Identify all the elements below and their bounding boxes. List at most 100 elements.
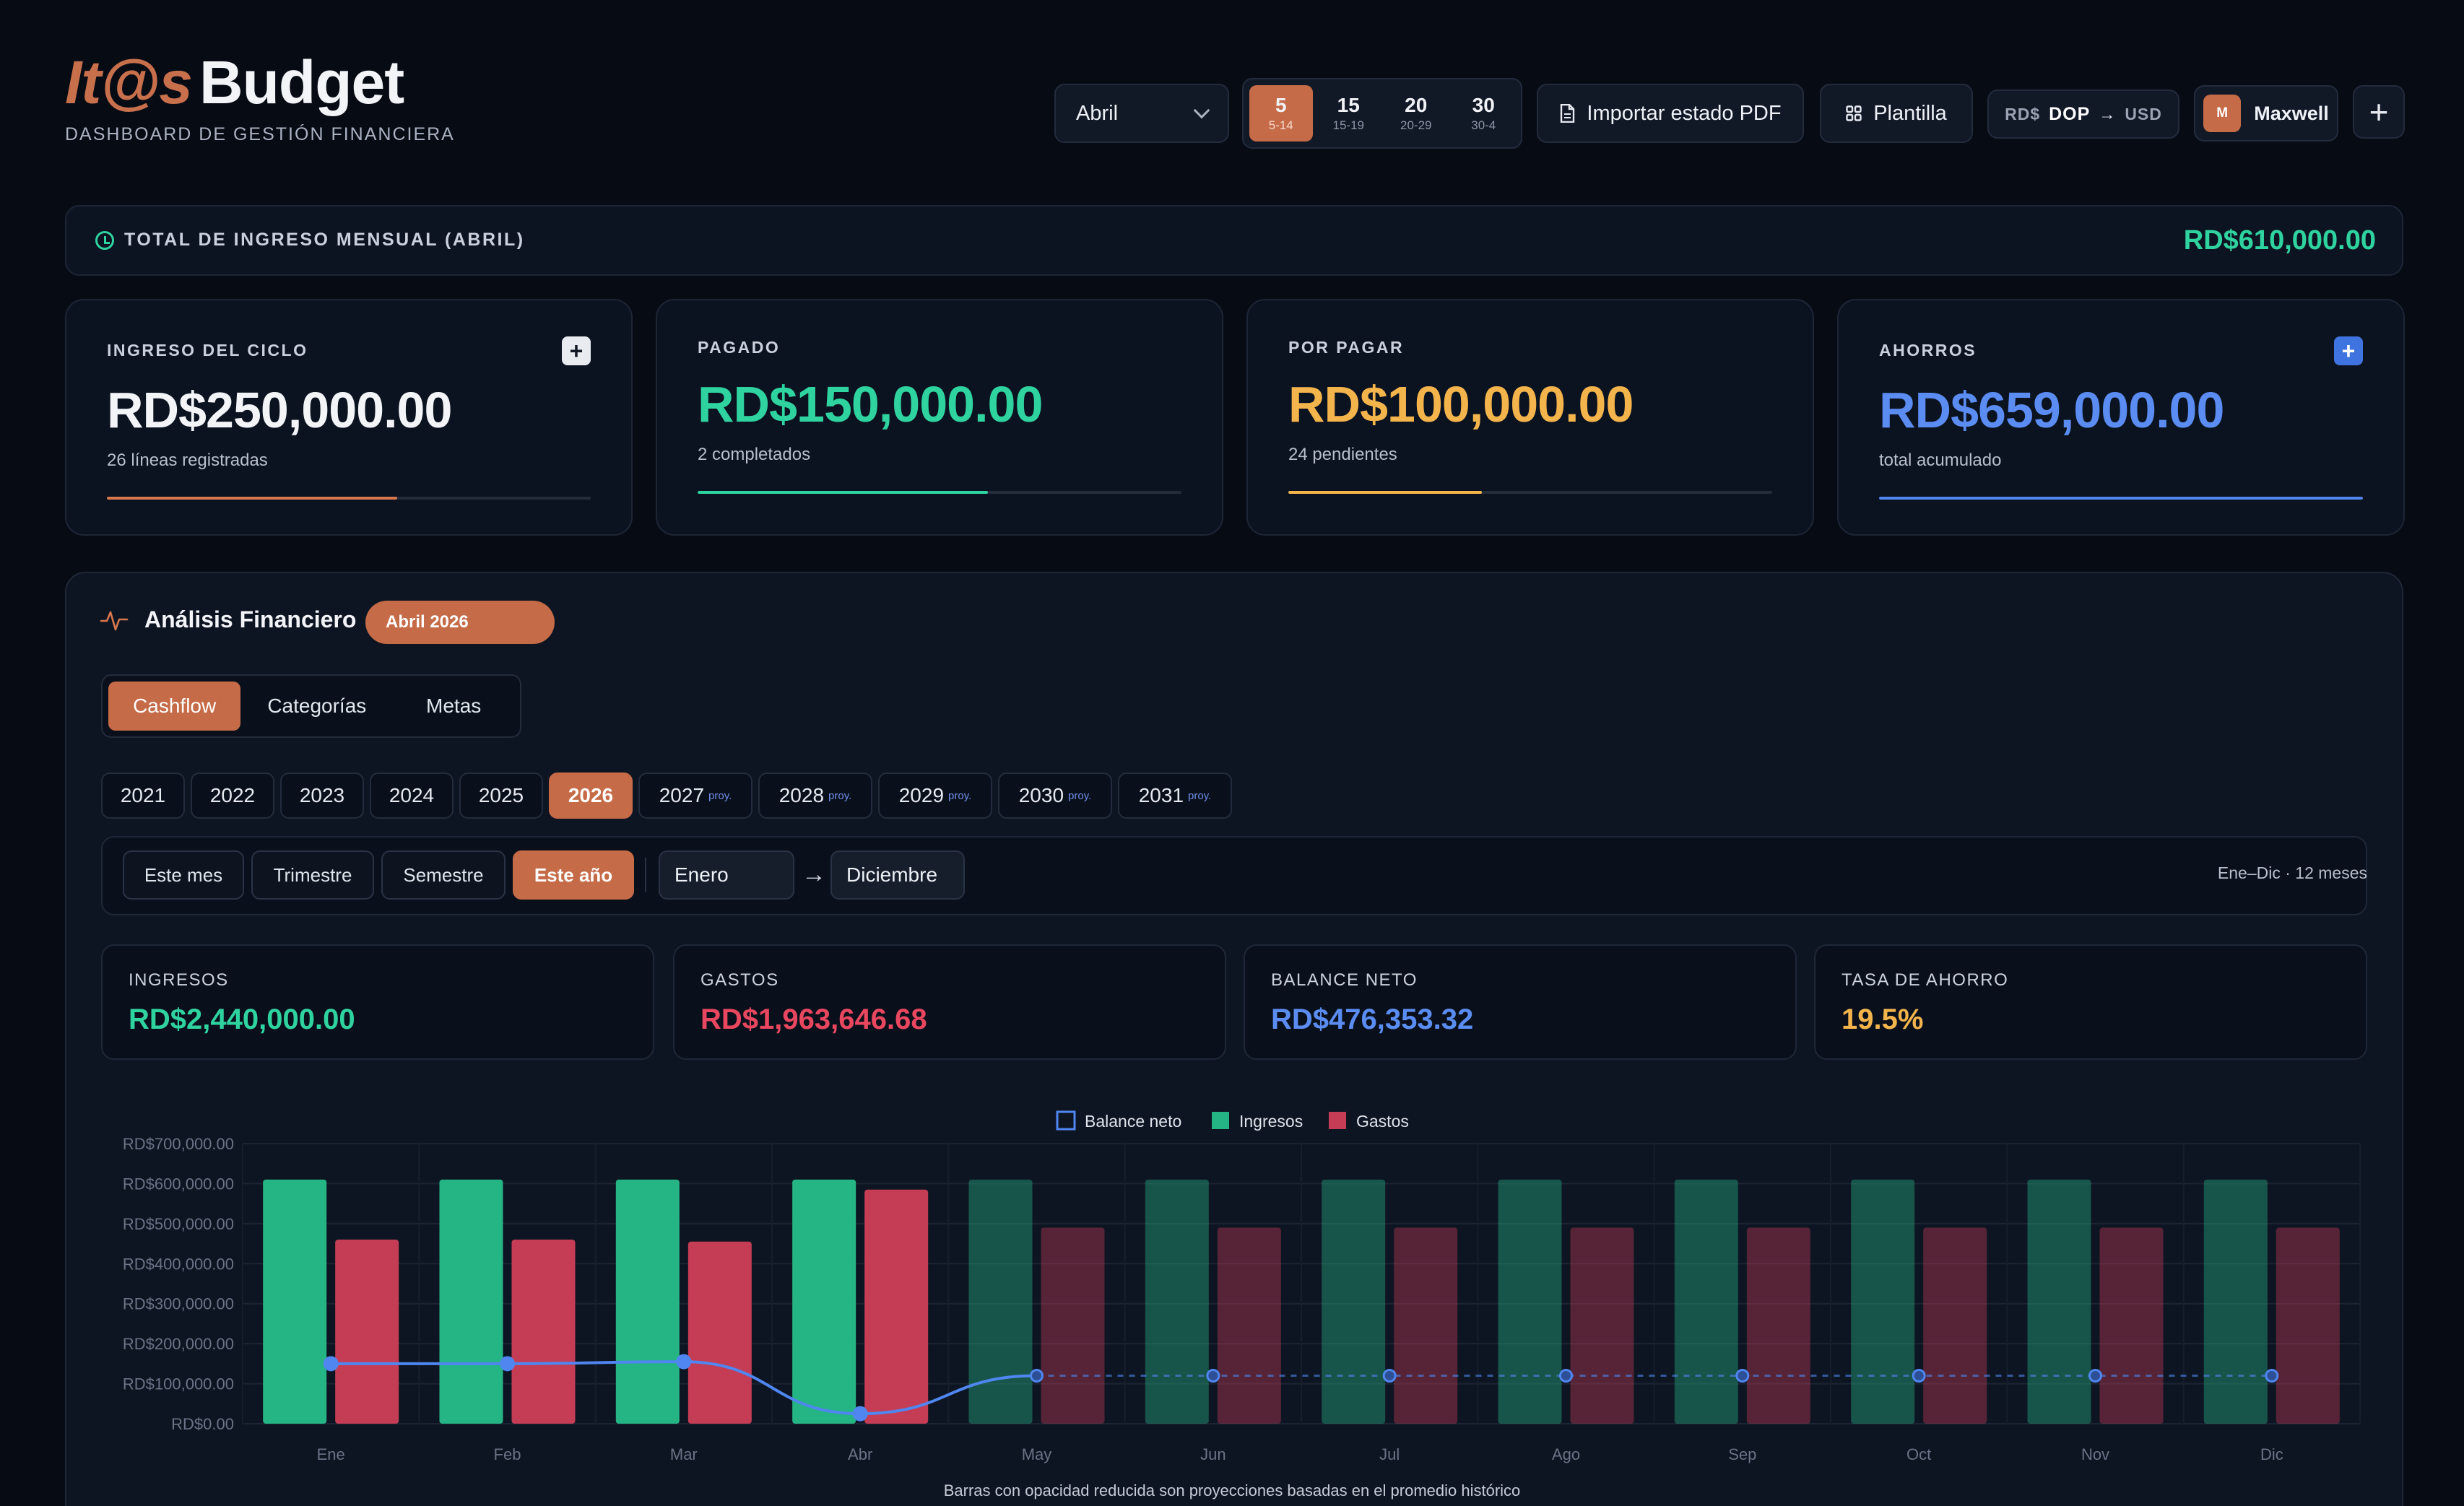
year-option-2021[interactable]: 2021 bbox=[101, 772, 185, 819]
stat-value: RD$659,000.00 bbox=[1879, 382, 2224, 438]
import-pdf-button[interactable]: Importar estado PDF bbox=[1537, 84, 1804, 143]
tab-cashflow[interactable]: Cashflow bbox=[108, 682, 241, 731]
kpi-card-0: INGRESOS RD$2,440,000.00 bbox=[101, 944, 654, 1060]
kpi-value: RD$1,963,646.68 bbox=[700, 1004, 927, 1035]
plus-icon[interactable]: + bbox=[562, 336, 591, 365]
y-tick-label: RD$0.00 bbox=[171, 1415, 234, 1433]
bar-gastos bbox=[1041, 1227, 1105, 1424]
stat-card-cycle-income: INGRESO DEL CICLO RD$250,000.00 26 líneas … bbox=[65, 299, 633, 536]
total-income-value: RD$610,000.00 bbox=[2183, 225, 2376, 256]
year-option-2023[interactable]: 2023 bbox=[280, 772, 364, 819]
bar-ingresos bbox=[1145, 1179, 1209, 1424]
stat-value: RD$150,000.00 bbox=[698, 376, 1043, 432]
bar-ingresos bbox=[1322, 1179, 1386, 1424]
year-label: 2030 bbox=[1018, 784, 1064, 806]
projection-tag: proy. bbox=[708, 789, 732, 802]
balance-point bbox=[1735, 1368, 1750, 1383]
stat-label: POR PAGAR bbox=[1288, 338, 1405, 357]
chevron-down-icon bbox=[1193, 102, 1210, 119]
year-option-2030[interactable]: 2030 proy. bbox=[998, 772, 1112, 819]
bar-ingresos bbox=[968, 1179, 1033, 1424]
year-option-2027[interactable]: 2027 proy. bbox=[638, 772, 752, 819]
bar-gastos bbox=[511, 1240, 576, 1424]
balance-point bbox=[1382, 1368, 1397, 1383]
y-tick-label: RD$600,000.00 bbox=[123, 1175, 234, 1193]
currency-toggle[interactable]: RD$ DOP → USD bbox=[1987, 90, 2179, 139]
bar-gastos bbox=[1570, 1227, 1634, 1424]
arrow-right-icon: → bbox=[2099, 104, 2117, 123]
year-option-2031[interactable]: 2031 proy. bbox=[1118, 772, 1232, 819]
y-tick-label: RD$500,000.00 bbox=[123, 1215, 234, 1233]
filter-1[interactable]: Trimestre bbox=[251, 850, 374, 900]
range-to-select[interactable]: Diciembre bbox=[830, 850, 965, 900]
x-tick-label: Dic bbox=[2260, 1445, 2283, 1463]
template-label: Plantilla bbox=[1873, 101, 1947, 125]
year-selector: 2021 2022 2023 2024 2025 2026 2027 proy. 2028 pro… bbox=[101, 772, 1232, 819]
clock-icon bbox=[95, 231, 114, 250]
year-label: 2024 bbox=[389, 784, 435, 806]
month-select-value: Abril bbox=[1076, 101, 1119, 125]
stat-progress-bar bbox=[698, 491, 1181, 494]
kpi-label: INGRESOS bbox=[129, 970, 229, 990]
cycle-option-15[interactable]: 15 15-19 bbox=[1317, 85, 1381, 142]
filter-0[interactable]: Este mes bbox=[123, 850, 244, 900]
year-option-2025[interactable]: 2025 bbox=[459, 772, 543, 819]
cycle-day: 5 bbox=[1275, 94, 1287, 116]
year-option-2024[interactable]: 2024 bbox=[370, 772, 454, 819]
user-name: Maxwell bbox=[2254, 102, 2329, 124]
stat-progress-bar bbox=[1879, 497, 2363, 500]
projection-tag: proy. bbox=[1188, 789, 1212, 802]
filter-3[interactable]: Este año bbox=[513, 850, 634, 900]
legend-label: Balance neto bbox=[1085, 1112, 1181, 1131]
cycle-day: 15 bbox=[1337, 94, 1360, 116]
cycle-option-30[interactable]: 30 30-4 bbox=[1452, 85, 1516, 142]
bar-gastos bbox=[2099, 1227, 2164, 1424]
balance-point bbox=[1206, 1368, 1220, 1383]
cycle-range: 15-19 bbox=[1332, 118, 1364, 132]
x-tick-label: May bbox=[1022, 1445, 1052, 1463]
year-label: 2028 bbox=[778, 784, 825, 806]
kpi-card-2: BALANCE NETO RD$476,353.32 bbox=[1244, 944, 1797, 1060]
cycle-option-5[interactable]: 5 5-14 bbox=[1249, 85, 1313, 142]
add-button[interactable]: + bbox=[2353, 85, 2405, 139]
cycle-selector: 5 5-14 15 15-19 20 20-29 30 30-4 bbox=[1242, 78, 1522, 149]
cycle-day: 20 bbox=[1405, 94, 1428, 116]
period-badge[interactable]: Abril 2026 bbox=[365, 601, 555, 644]
legend-swatch bbox=[1212, 1112, 1229, 1129]
kpi-value: RD$2,440,000.00 bbox=[129, 1004, 355, 1035]
pulse-icon bbox=[100, 611, 129, 631]
user-menu[interactable]: M Maxwell bbox=[2194, 85, 2338, 142]
bar-ingresos bbox=[1851, 1179, 1915, 1424]
y-tick-label: RD$400,000.00 bbox=[123, 1255, 234, 1273]
x-tick-label: Nov bbox=[2081, 1445, 2109, 1463]
kpi-card-3: TASA DE AHORRO 19.5% bbox=[1814, 944, 2367, 1060]
year-option-2022[interactable]: 2022 bbox=[191, 772, 274, 819]
year-label: 2023 bbox=[299, 784, 345, 806]
tab-categorías[interactable]: Categorías bbox=[267, 695, 367, 717]
legend-swatch bbox=[1056, 1110, 1076, 1131]
year-option-2026[interactable]: 2026 bbox=[549, 772, 633, 819]
bar-gastos bbox=[1394, 1227, 1458, 1424]
stat-value: RD$100,000.00 bbox=[1288, 376, 1634, 432]
x-tick-label: Abr bbox=[848, 1445, 872, 1463]
year-option-2029[interactable]: 2029 proy. bbox=[878, 772, 992, 819]
stat-progress-fill bbox=[698, 491, 988, 494]
cycle-range: 5-14 bbox=[1268, 118, 1293, 132]
filter-2[interactable]: Semestre bbox=[381, 850, 506, 900]
stat-subtext: total acumulado bbox=[1879, 451, 2002, 470]
bar-ingresos bbox=[439, 1179, 503, 1424]
cycle-option-20[interactable]: 20 20-29 bbox=[1384, 85, 1448, 142]
cashflow-chart: RD$0.00 RD$100,000.00 RD$200,000.00 RD$300,… bbox=[123, 1110, 2361, 1463]
plus-icon[interactable]: + bbox=[2334, 336, 2363, 365]
year-label: 2021 bbox=[120, 784, 166, 806]
year-option-2028[interactable]: 2028 proy. bbox=[758, 772, 872, 819]
range-from-select[interactable]: Enero bbox=[659, 850, 794, 900]
stat-progress-fill bbox=[1288, 491, 1482, 494]
year-label: 2022 bbox=[209, 784, 256, 806]
year-label: 2025 bbox=[478, 784, 524, 806]
month-select[interactable]: Abril bbox=[1054, 84, 1229, 143]
projection-tag: proy. bbox=[948, 789, 972, 802]
tab-metas[interactable]: Metas bbox=[426, 695, 482, 717]
cycle-range: 20-29 bbox=[1400, 118, 1432, 132]
template-button[interactable]: Plantilla bbox=[1820, 84, 1973, 143]
